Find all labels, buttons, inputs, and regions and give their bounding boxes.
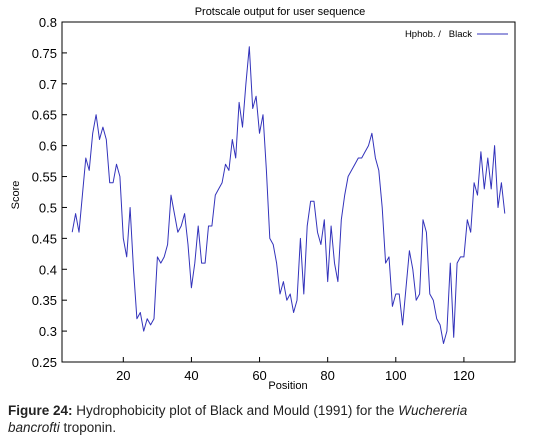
y-tick-label: 0.45 <box>32 231 57 246</box>
y-tick-label: 0.7 <box>39 77 57 92</box>
legend: Hphob. / Black <box>405 29 508 40</box>
x-tick-label: 20 <box>116 368 130 383</box>
x-axis: 20 40 60 80 100 120 <box>116 357 475 383</box>
x-axis-label: Position <box>268 380 307 392</box>
y-tick-label: 0.4 <box>39 262 57 277</box>
y-tick-label: 0.3 <box>39 324 57 339</box>
plot-frame <box>61 21 516 363</box>
x-tick-label: 60 <box>252 368 266 383</box>
x-tick-label: 80 <box>320 368 334 383</box>
caption-text-b: troponin. <box>59 420 117 435</box>
y-tick-label: 0.8 <box>39 15 57 30</box>
chart-title: Protscale output for user sequence <box>195 6 366 18</box>
series-line-black <box>71 46 506 344</box>
y-axis: 0.25 0.3 0.35 0.4 0.45 0.5 0.55 0.6 0.65 0.7 0.75 0… <box>32 15 67 370</box>
y-tick-label: 0.65 <box>32 108 57 123</box>
y-tick-label: 0.35 <box>32 293 57 308</box>
caption-species-epithet: bancrofti <box>8 420 60 435</box>
y-tick-label: 0.5 <box>39 200 57 215</box>
hydrophobicity-chart: Protscale output for user sequence 0.250… <box>10 6 516 392</box>
y-tick-label: 0.55 <box>32 170 57 185</box>
caption-text-a: Hydrophobicity plot of Black and Mould (… <box>72 403 399 418</box>
y-tick-label: 0.6 <box>39 139 57 154</box>
y-tick-label: 0.75 <box>32 46 57 61</box>
legend-label: Hphob. / Black <box>405 29 472 40</box>
x-tick-label: 120 <box>453 368 475 383</box>
x-tick-label: 100 <box>385 368 407 383</box>
y-axis-label: Score <box>10 181 22 210</box>
caption-species-genus: Wuchereria <box>398 403 468 418</box>
y-tick-label: 0.25 <box>32 355 57 370</box>
figure-caption: Figure 24: Hydrophobicity plot of Black … <box>8 402 528 436</box>
caption-label: Figure 24: <box>8 403 73 418</box>
x-tick-label: 40 <box>184 368 198 383</box>
